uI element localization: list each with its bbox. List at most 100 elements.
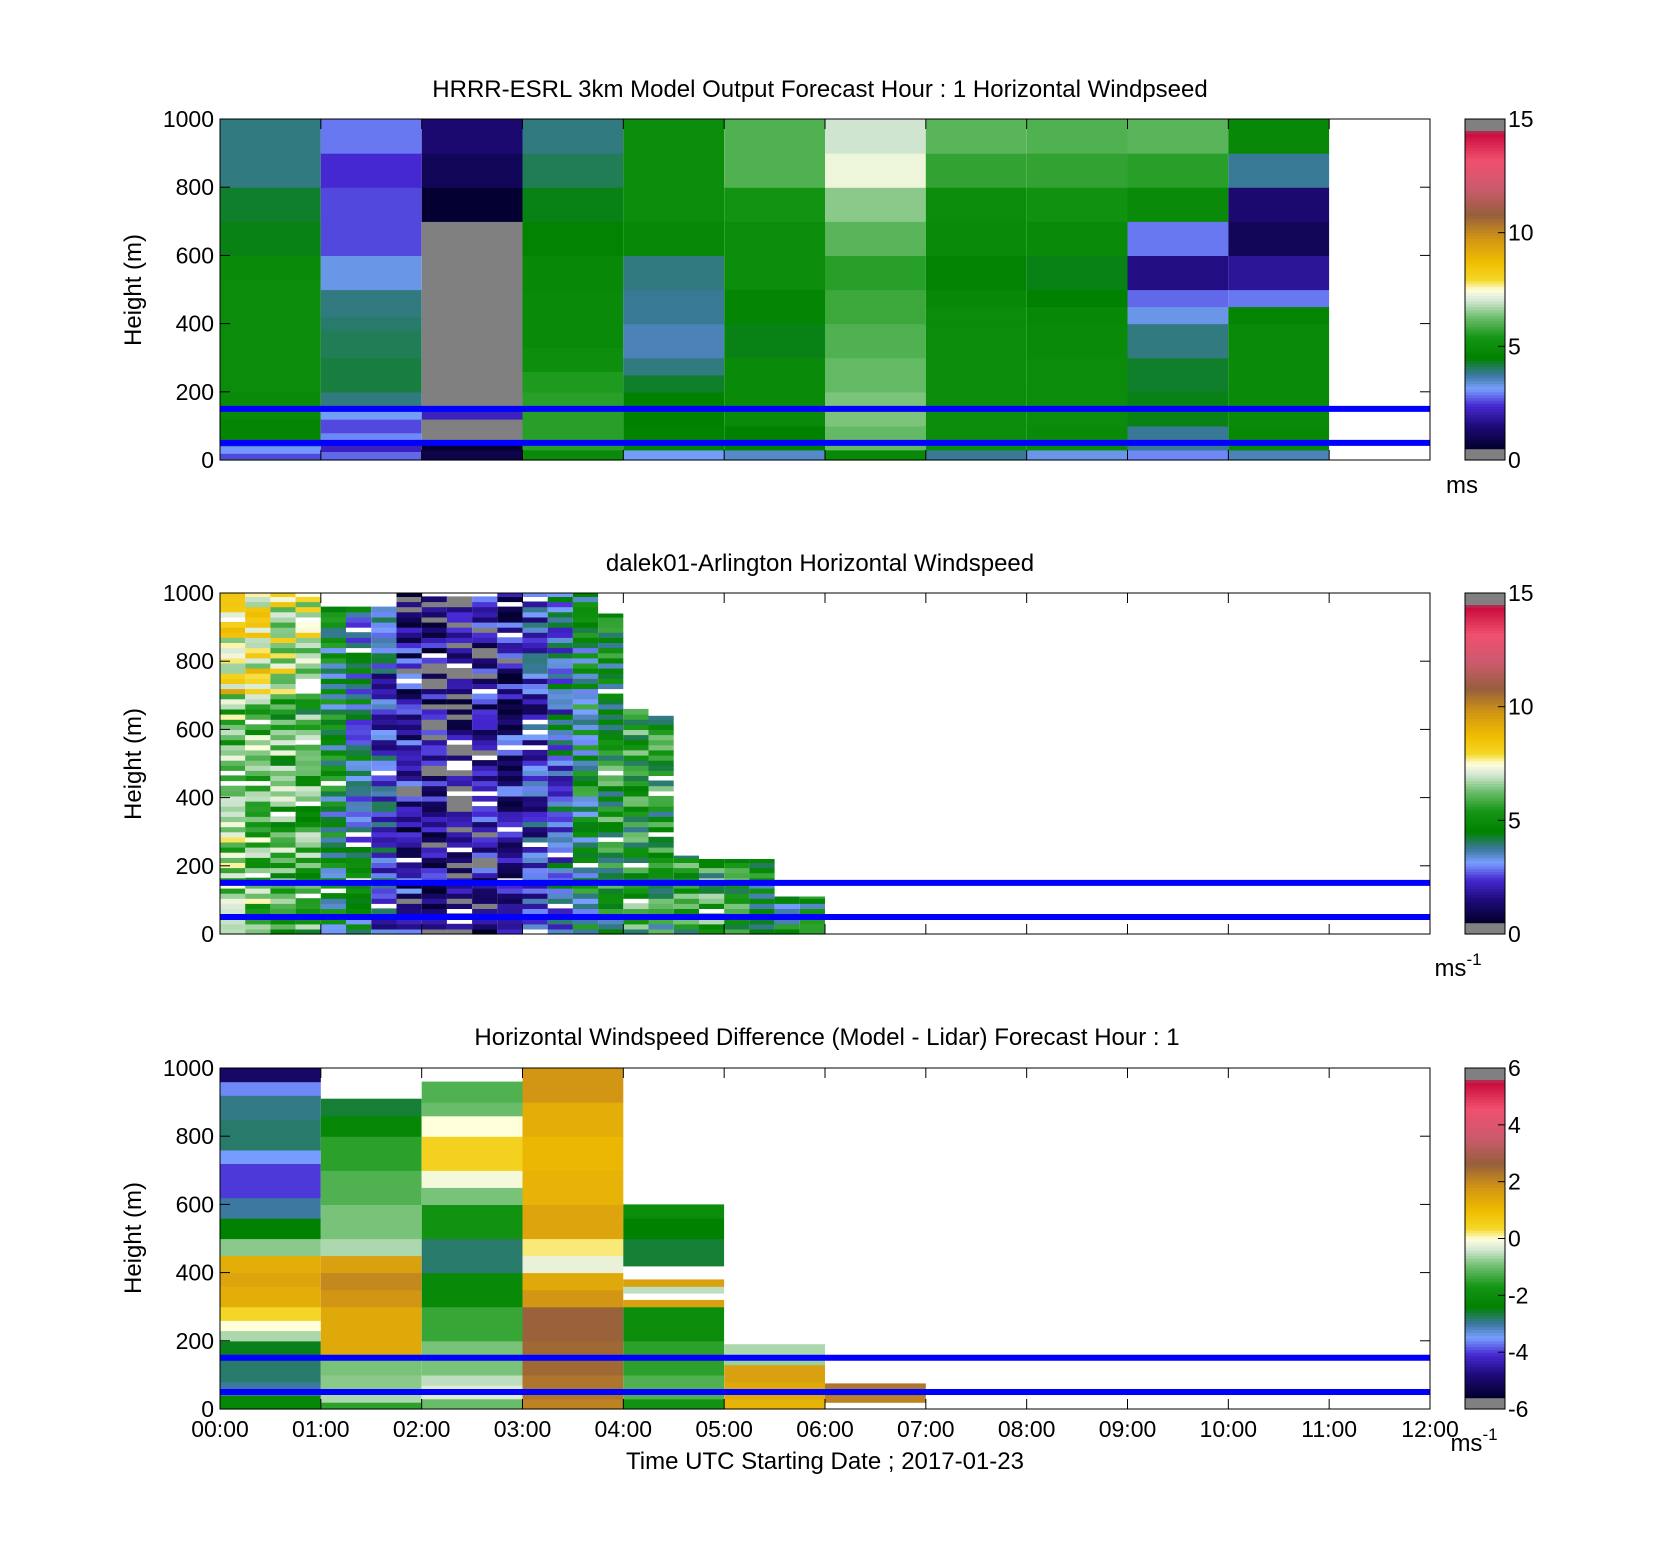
heatmap-cell — [1228, 255, 1330, 291]
heatmap-cell — [220, 923, 246, 930]
heatmap-cell — [598, 632, 624, 638]
colorbar-swatch — [1465, 1141, 1505, 1146]
heatmap-cell — [472, 928, 498, 935]
heatmap-cell — [396, 760, 422, 766]
colorbar-swatch — [1465, 905, 1505, 910]
heatmap-cell — [396, 601, 422, 608]
heatmap-cell — [648, 862, 674, 869]
heatmap-cell — [270, 627, 296, 633]
y-tick-label: 800 — [176, 174, 214, 200]
heatmap-cell — [724, 862, 750, 869]
heatmap-cell — [220, 831, 246, 838]
heatmap-cell — [446, 831, 473, 838]
heatmap-cell — [598, 622, 624, 628]
heatmap-cell — [270, 831, 296, 838]
heatmap-cell — [320, 683, 346, 690]
heatmap-cell — [245, 673, 271, 679]
panel-difference-colorbar-unit: ms-1 — [1450, 1425, 1497, 1457]
colorbar-tick-label: 2 — [1508, 1169, 1521, 1195]
heatmap-cell — [421, 719, 447, 725]
heatmap-cell — [396, 714, 422, 720]
heatmap-cell — [421, 1187, 523, 1205]
heatmap-cell — [220, 729, 246, 736]
heatmap-cell — [472, 632, 498, 638]
heatmap-cell — [421, 770, 447, 776]
colorbar-swatch — [1465, 612, 1505, 617]
heatmap-cell — [220, 1218, 321, 1240]
heatmap-cell — [547, 898, 573, 904]
heatmap-cell — [572, 841, 599, 848]
heatmap-cell — [421, 734, 447, 741]
heatmap-cell — [623, 729, 649, 736]
heatmap-cell — [472, 908, 498, 915]
heatmap-cell — [623, 821, 649, 828]
colorbar-swatch — [1465, 1107, 1505, 1112]
heatmap-cell — [446, 652, 473, 659]
heatmap-cell — [497, 836, 523, 843]
heatmap-cell — [295, 693, 321, 700]
heatmap-cell — [572, 898, 599, 904]
heatmap-cell — [673, 855, 699, 858]
heatmap-cell — [598, 760, 624, 766]
colorbar-swatch — [1465, 1374, 1505, 1379]
colorbar-swatch — [1465, 700, 1505, 705]
colorbar-swatch — [1465, 1403, 1505, 1407]
heatmap-cell — [623, 836, 649, 843]
colorbar-swatch — [1465, 908, 1505, 912]
heatmap-cell — [245, 596, 271, 603]
heatmap-cell — [547, 888, 573, 894]
heatmap-cell — [421, 775, 447, 782]
heatmap-cell — [749, 918, 775, 925]
heatmap-cell — [270, 698, 296, 705]
colorbar-swatch — [1465, 1190, 1505, 1194]
colorbar-swatch — [1465, 766, 1505, 770]
heatmap-cell — [320, 693, 346, 700]
heatmap-cell — [320, 739, 346, 746]
heatmap-cell — [270, 816, 296, 823]
heatmap-cell — [825, 449, 926, 461]
heatmap-cell — [774, 903, 800, 909]
heatmap-cell — [295, 703, 321, 710]
heatmap-cell — [522, 801, 548, 807]
heatmap-cell — [497, 923, 523, 930]
heatmap-cell — [472, 852, 498, 858]
heatmap-cell — [623, 806, 649, 812]
heatmap-cell — [421, 596, 447, 603]
heatmap-cell — [572, 593, 599, 597]
heatmap-cell — [572, 606, 599, 613]
heatmap-cell — [220, 698, 246, 705]
heatmap-cell — [572, 893, 599, 899]
heatmap-cell — [421, 867, 447, 874]
colorbar-swatch — [1465, 692, 1505, 696]
heatmap-cell — [598, 652, 624, 659]
heatmap-cell — [673, 898, 699, 904]
panel-model-heatmap — [220, 119, 1330, 461]
heatmap-cell — [446, 616, 473, 623]
heatmap-cell — [421, 668, 447, 674]
heatmap-cell — [598, 755, 624, 761]
heatmap-cell — [648, 806, 674, 812]
heatmap-cell — [421, 908, 447, 915]
colorbar-swatch — [1465, 315, 1505, 319]
heatmap-cell — [623, 893, 649, 899]
heatmap-cell — [396, 627, 422, 633]
heatmap-cell — [572, 632, 599, 638]
heatmap-cell — [1228, 357, 1330, 393]
heatmap-cell — [371, 698, 397, 705]
heatmap-cell — [270, 734, 296, 741]
heatmap-cell — [572, 724, 599, 730]
colorbar-swatch — [1465, 414, 1505, 418]
heatmap-cell — [295, 627, 321, 633]
heatmap-cell — [472, 616, 498, 623]
colorbar-swatch — [1465, 141, 1505, 146]
heatmap-cell — [320, 714, 346, 720]
heatmap-cell — [220, 739, 246, 746]
heatmap-cell — [1026, 255, 1128, 291]
y-tick-label: 200 — [176, 379, 214, 405]
y-tick-label: 400 — [176, 311, 214, 337]
heatmap-cell — [522, 872, 548, 879]
heatmap-cell — [799, 898, 825, 904]
heatmap-cell — [421, 1374, 523, 1386]
heatmap-cell — [245, 770, 271, 776]
heatmap-cell — [446, 903, 473, 909]
